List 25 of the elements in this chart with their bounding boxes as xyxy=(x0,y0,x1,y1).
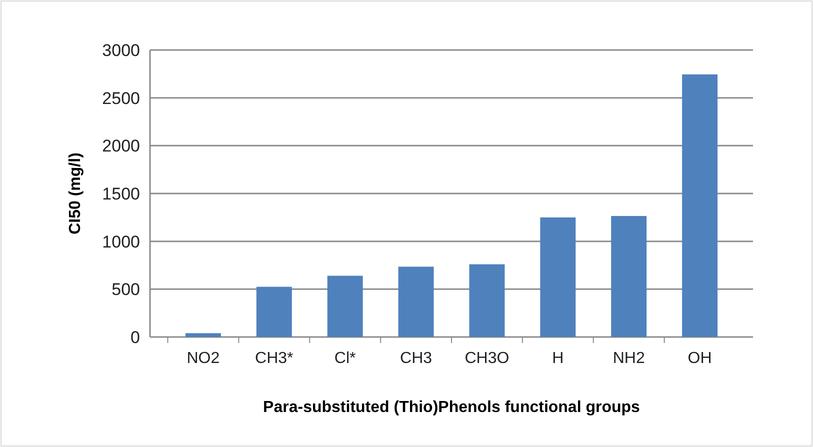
bar xyxy=(540,217,576,337)
x-tick-label: H xyxy=(552,350,564,367)
y-axis-title: CI50 (mg/l) xyxy=(67,152,84,234)
x-tick-label: CH3O xyxy=(464,350,510,367)
x-tick-label: NO2 xyxy=(186,350,220,367)
y-tick-label: 500 xyxy=(112,280,140,300)
bar xyxy=(611,216,647,337)
bar xyxy=(327,276,363,337)
x-tick-label: Cl* xyxy=(334,350,356,367)
x-tick-label: CH3* xyxy=(255,350,294,367)
x-tick-label: NH2 xyxy=(612,350,645,367)
bar xyxy=(469,264,505,337)
y-tick-label: 3000 xyxy=(102,40,140,60)
x-tick-label: OH xyxy=(688,350,712,367)
y-tick-label: 1000 xyxy=(102,232,140,252)
y-tick-label: 0 xyxy=(130,328,140,347)
x-axis-title: Para-substituted (Thio)Phenols functional groups xyxy=(263,399,640,416)
bar xyxy=(185,333,221,337)
bar xyxy=(682,74,718,337)
y-tick-label: 1500 xyxy=(102,184,140,204)
bar xyxy=(398,266,434,337)
y-tick-label: 2500 xyxy=(102,88,140,108)
x-tick-label: CH3 xyxy=(400,350,432,367)
bar xyxy=(256,286,292,337)
y-tick-label: 2000 xyxy=(102,136,140,156)
